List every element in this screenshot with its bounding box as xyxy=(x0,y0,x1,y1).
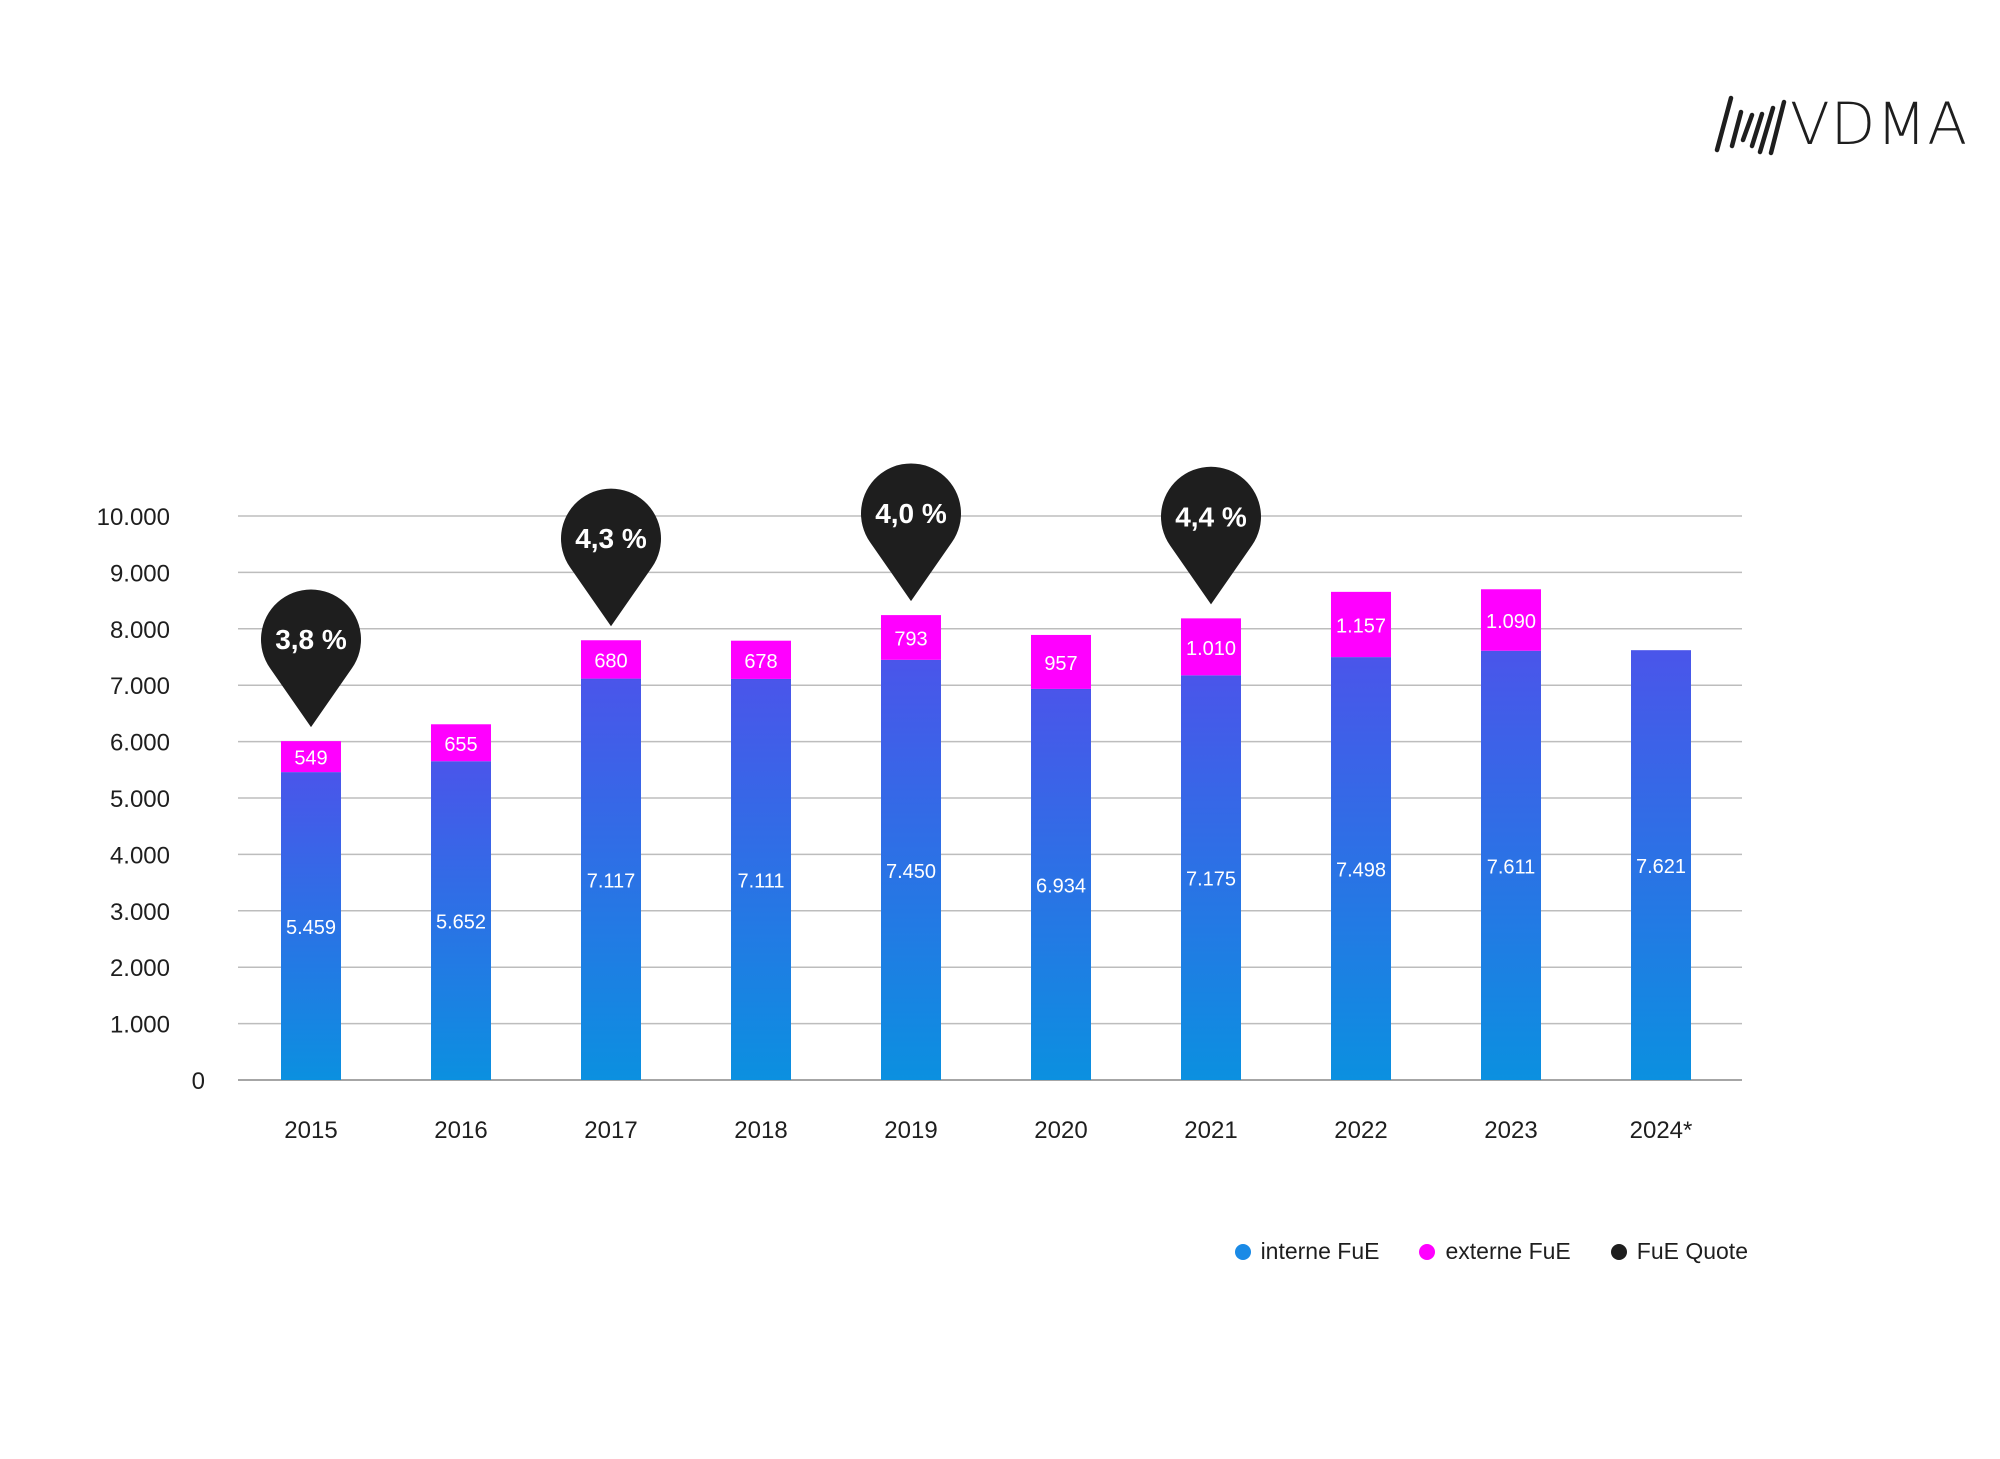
data-label-interne: 7.611 xyxy=(1487,856,1536,878)
data-label-interne: 7.498 xyxy=(1336,860,1386,882)
y-tick-label: 5.000 xyxy=(110,786,170,813)
bar-interne-fue xyxy=(1031,688,1091,1080)
y-tick-label: 7.000 xyxy=(110,673,170,700)
bar-interne-fue xyxy=(881,659,941,1080)
quote-label: 3,8 % xyxy=(275,624,347,655)
map-pin-icon xyxy=(561,488,661,627)
bar-interne-fue xyxy=(1331,657,1391,1080)
x-tick-label: 2018 xyxy=(734,1117,787,1144)
legend: interne FuE externe FuE FuE Quote xyxy=(1234,1238,1748,1265)
bar-externe-fue xyxy=(1331,591,1391,658)
bar-interne-fue xyxy=(281,772,341,1080)
legend-item-externe: externe FuE xyxy=(1419,1238,1571,1265)
data-label-interne: 7.111 xyxy=(737,870,784,892)
legend-label: interne FuE xyxy=(1260,1238,1380,1264)
bar-interne-fue xyxy=(731,678,791,1080)
y-tick-label: 6.000 xyxy=(110,730,170,757)
data-label-interne: 7.621 xyxy=(1636,856,1686,878)
x-tick-label: 2016 xyxy=(434,1117,487,1144)
y-tick-label: 10.000 xyxy=(97,504,170,531)
quote-pin-marker: 4,3 % xyxy=(561,488,661,627)
legend-dot-icon xyxy=(1234,1243,1251,1260)
bar-interne-fue xyxy=(1181,675,1241,1080)
bar-interne-fue xyxy=(581,678,641,1080)
map-pin-icon xyxy=(1160,466,1261,605)
data-label-externe: 1.157 xyxy=(1336,615,1386,637)
data-label-externe: 957 xyxy=(1044,653,1077,675)
map-pin-icon xyxy=(261,589,362,728)
x-tick-label: 2021 xyxy=(1184,1117,1237,1144)
data-label-interne: 7.117 xyxy=(587,870,636,892)
x-tick-label: 2022 xyxy=(1334,1117,1387,1144)
data-label-interne: 5.459 xyxy=(286,917,336,939)
map-pin-icon xyxy=(861,463,961,602)
bar-externe-fue xyxy=(881,615,941,660)
bar-externe-fue xyxy=(581,640,641,679)
y-tick-label: 9.000 xyxy=(110,560,170,587)
legend-label: FuE Quote xyxy=(1636,1238,1748,1264)
x-tick-label: 2024* xyxy=(1630,1117,1693,1144)
x-tick-label: 2015 xyxy=(284,1117,337,1144)
bar-externe-fue xyxy=(281,741,341,773)
y-tick-label: 1.000 xyxy=(110,1012,170,1039)
quote-pin-marker: 4,0 % xyxy=(861,463,961,602)
y-tick-label: 4.000 xyxy=(110,842,170,869)
x-tick-label: 2017 xyxy=(584,1117,637,1144)
quote-label: 4,4 % xyxy=(1175,501,1247,532)
data-label-interne: 6.934 xyxy=(1036,875,1086,897)
bar-externe-fue xyxy=(431,724,491,762)
data-label-externe: 678 xyxy=(744,651,777,673)
bar-externe-fue xyxy=(1481,589,1541,651)
legend-item-interne: interne FuE xyxy=(1234,1238,1380,1265)
y-tick-label: 8.000 xyxy=(110,617,170,644)
legend-item-quote: FuE Quote xyxy=(1610,1238,1748,1265)
data-label-externe: 1.090 xyxy=(1486,611,1536,633)
x-tick-label: 2023 xyxy=(1484,1117,1537,1144)
bar-externe-fue xyxy=(731,640,791,679)
data-label-externe: 655 xyxy=(444,734,477,756)
bar-externe-fue xyxy=(1031,634,1091,689)
data-label-externe: 1.010 xyxy=(1186,638,1236,660)
quote-pin-marker: 4,4 % xyxy=(1160,466,1261,605)
data-label-externe: 680 xyxy=(594,650,627,672)
legend-dot-icon xyxy=(1610,1243,1627,1260)
quote-pin-marker: 3,8 % xyxy=(261,589,362,728)
quote-label: 4,3 % xyxy=(575,523,647,554)
y-tick-label: 0 xyxy=(192,1068,205,1095)
y-tick-label: 2.000 xyxy=(110,955,170,982)
bar-interne-fue xyxy=(1631,650,1691,1080)
legend-label: externe FuE xyxy=(1445,1238,1571,1264)
data-label-interne: 7.450 xyxy=(886,861,936,883)
data-label-externe: 549 xyxy=(294,748,327,770)
bar-externe-fue xyxy=(1181,618,1241,676)
data-label-interne: 5.652 xyxy=(436,912,486,934)
bar-interne-fue xyxy=(431,761,491,1080)
y-tick-label: 3.000 xyxy=(110,899,170,926)
vdma-logo: VDMA xyxy=(1714,90,1968,158)
quote-label: 4,0 % xyxy=(875,498,947,529)
logo-text: VDMA xyxy=(1790,90,1968,158)
data-label-externe: 793 xyxy=(894,628,927,650)
bar-interne-fue xyxy=(1481,650,1541,1080)
legend-dot-icon xyxy=(1419,1243,1436,1260)
x-tick-label: 2020 xyxy=(1034,1117,1087,1144)
data-label-interne: 7.175 xyxy=(1186,869,1236,891)
x-tick-label: 2019 xyxy=(884,1117,937,1144)
